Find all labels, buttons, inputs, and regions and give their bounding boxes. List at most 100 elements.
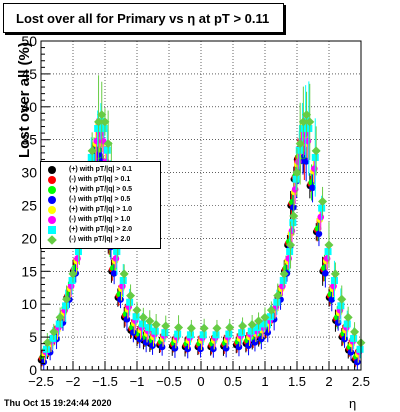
data-point [285, 255, 293, 262]
y-tick-label: 20 [21, 230, 37, 246]
data-point [322, 269, 329, 277]
legend-entry: (-) with pT/|q| > 2.0 [41, 235, 160, 245]
data-point [286, 248, 294, 256]
data-point [212, 331, 220, 339]
data-point [238, 321, 248, 331]
data-point [145, 324, 153, 332]
legend-entry: (+) with pT/|q| > 2.0 [41, 225, 160, 235]
data-point [132, 313, 140, 321]
legend-marker [48, 196, 56, 204]
data-point [126, 291, 136, 301]
data-point [138, 320, 146, 328]
legend-label: (-) with pT/|q| > 0.1 [69, 176, 131, 183]
data-point [254, 316, 264, 326]
x-tick-label: −1 [130, 374, 145, 389]
data-point [97, 110, 107, 120]
data-point [347, 348, 355, 356]
y-tick-label: 5 [29, 329, 37, 345]
data-point [184, 345, 192, 353]
data-point [302, 110, 312, 120]
data-point [94, 117, 104, 127]
data-point [289, 219, 297, 227]
data-point [55, 312, 65, 322]
data-point [328, 296, 336, 303]
data-point [68, 269, 78, 279]
x-tick-label: −2.5 [28, 374, 54, 389]
legend-label: (-) with pT/|q| > 0.5 [69, 196, 131, 203]
data-point [171, 344, 179, 352]
data-point [247, 327, 255, 335]
data-point [117, 296, 124, 303]
data-point [334, 319, 342, 326]
data-point [123, 316, 131, 323]
data-point [225, 322, 235, 332]
x-tick-label: 1 [261, 374, 268, 389]
data-point [186, 331, 194, 339]
data-point [323, 255, 331, 262]
data-point [110, 269, 118, 277]
data-point [119, 269, 129, 279]
x-tick-label: 0.5 [224, 374, 242, 389]
data-point [235, 343, 243, 351]
data-point [100, 117, 110, 127]
data-point [298, 125, 306, 133]
data-point [295, 139, 305, 149]
data-point [199, 323, 209, 333]
data-point [254, 324, 262, 332]
data-point [42, 345, 50, 353]
data-point [49, 327, 59, 337]
data-point [149, 342, 156, 349]
legend-entry: (+) with pT/|q| > 1.0 [41, 205, 160, 215]
data-point [350, 334, 358, 342]
data-point [311, 153, 319, 161]
timestamp-footer: Thu Oct 15 19:24:44 2020 [4, 398, 112, 408]
legend-marker [48, 186, 56, 194]
data-point [55, 320, 63, 328]
data-point [186, 323, 196, 333]
data-point [318, 197, 328, 207]
data-point [161, 321, 171, 331]
data-point [245, 342, 252, 349]
data-point [199, 331, 207, 339]
data-point [260, 320, 268, 328]
legend-label: (+) with pT/|q| > 1.0 [69, 206, 133, 213]
data-point [295, 146, 303, 154]
data-point [258, 335, 265, 343]
data-point [138, 312, 148, 322]
data-point [295, 158, 302, 166]
chart-title: Lost over all for Primary vs η at pT > 0… [16, 11, 270, 26]
y-tick-label: 25 [21, 198, 37, 214]
data-point [142, 339, 150, 346]
data-point [247, 320, 257, 330]
data-point [136, 335, 144, 343]
data-point [337, 294, 347, 304]
title-box: Lost over all for Primary vs η at pT > 0… [3, 3, 284, 33]
y-tick-label: 50 [21, 33, 37, 49]
data-point [161, 329, 169, 337]
y-tick-label: 45 [21, 66, 37, 82]
data-point [67, 282, 75, 290]
data-point [225, 330, 233, 338]
data-point [238, 329, 246, 337]
data-point [174, 330, 182, 338]
x-tick-label: 1.5 [288, 374, 306, 389]
data-point [87, 146, 97, 156]
data-point [330, 269, 340, 279]
data-point [298, 117, 308, 127]
data-point [292, 168, 302, 178]
data-point [94, 125, 102, 133]
data-point [251, 339, 259, 346]
data-point [100, 125, 108, 133]
y-tick-label: 30 [21, 165, 37, 181]
legend-entry: (-) with pT/|q| > 0.1 [41, 175, 160, 185]
data-point [174, 322, 184, 332]
data-point [74, 255, 81, 262]
legend-label: (+) with pT/|q| > 0.1 [69, 166, 133, 173]
data-point [291, 186, 299, 193]
data-point [305, 117, 315, 127]
data-point [309, 184, 316, 192]
legend-marker [48, 176, 56, 184]
legend: (+) with pT/|q| > 0.1 (-) with pT/|q| > 0… [40, 161, 161, 249]
data-point [132, 305, 142, 315]
